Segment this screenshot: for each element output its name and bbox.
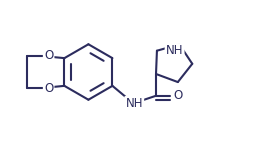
Text: O: O bbox=[173, 89, 182, 102]
Text: NH: NH bbox=[126, 97, 143, 110]
Text: O: O bbox=[44, 82, 53, 95]
Text: NH: NH bbox=[166, 44, 183, 57]
Text: O: O bbox=[44, 49, 53, 62]
